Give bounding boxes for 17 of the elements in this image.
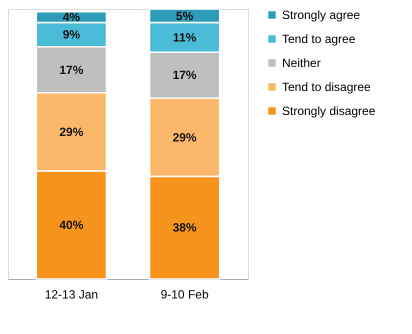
- data-label: 40%: [59, 218, 84, 232]
- data-label: 5%: [176, 8, 194, 23]
- x-tick-label: 9-10 Feb: [160, 288, 209, 302]
- data-label: 29%: [172, 130, 197, 144]
- legend-label: Neither: [282, 56, 321, 70]
- data-label: 11%: [172, 30, 197, 44]
- data-label: 29%: [59, 124, 84, 139]
- legend-label: Strongly agree: [282, 8, 360, 22]
- data-label: 9%: [62, 28, 80, 42]
- legend-label: Tend to agree: [282, 32, 356, 46]
- data-label: 17%: [59, 62, 84, 77]
- x-tick-label: 12-13 Jan: [44, 288, 98, 302]
- data-label: 17%: [172, 68, 197, 82]
- data-label: 4%: [62, 10, 80, 24]
- legend-label: Tend to disagree: [282, 80, 372, 94]
- data-label: 38%: [172, 220, 197, 235]
- legend-label: Strongly disagree: [282, 104, 376, 118]
